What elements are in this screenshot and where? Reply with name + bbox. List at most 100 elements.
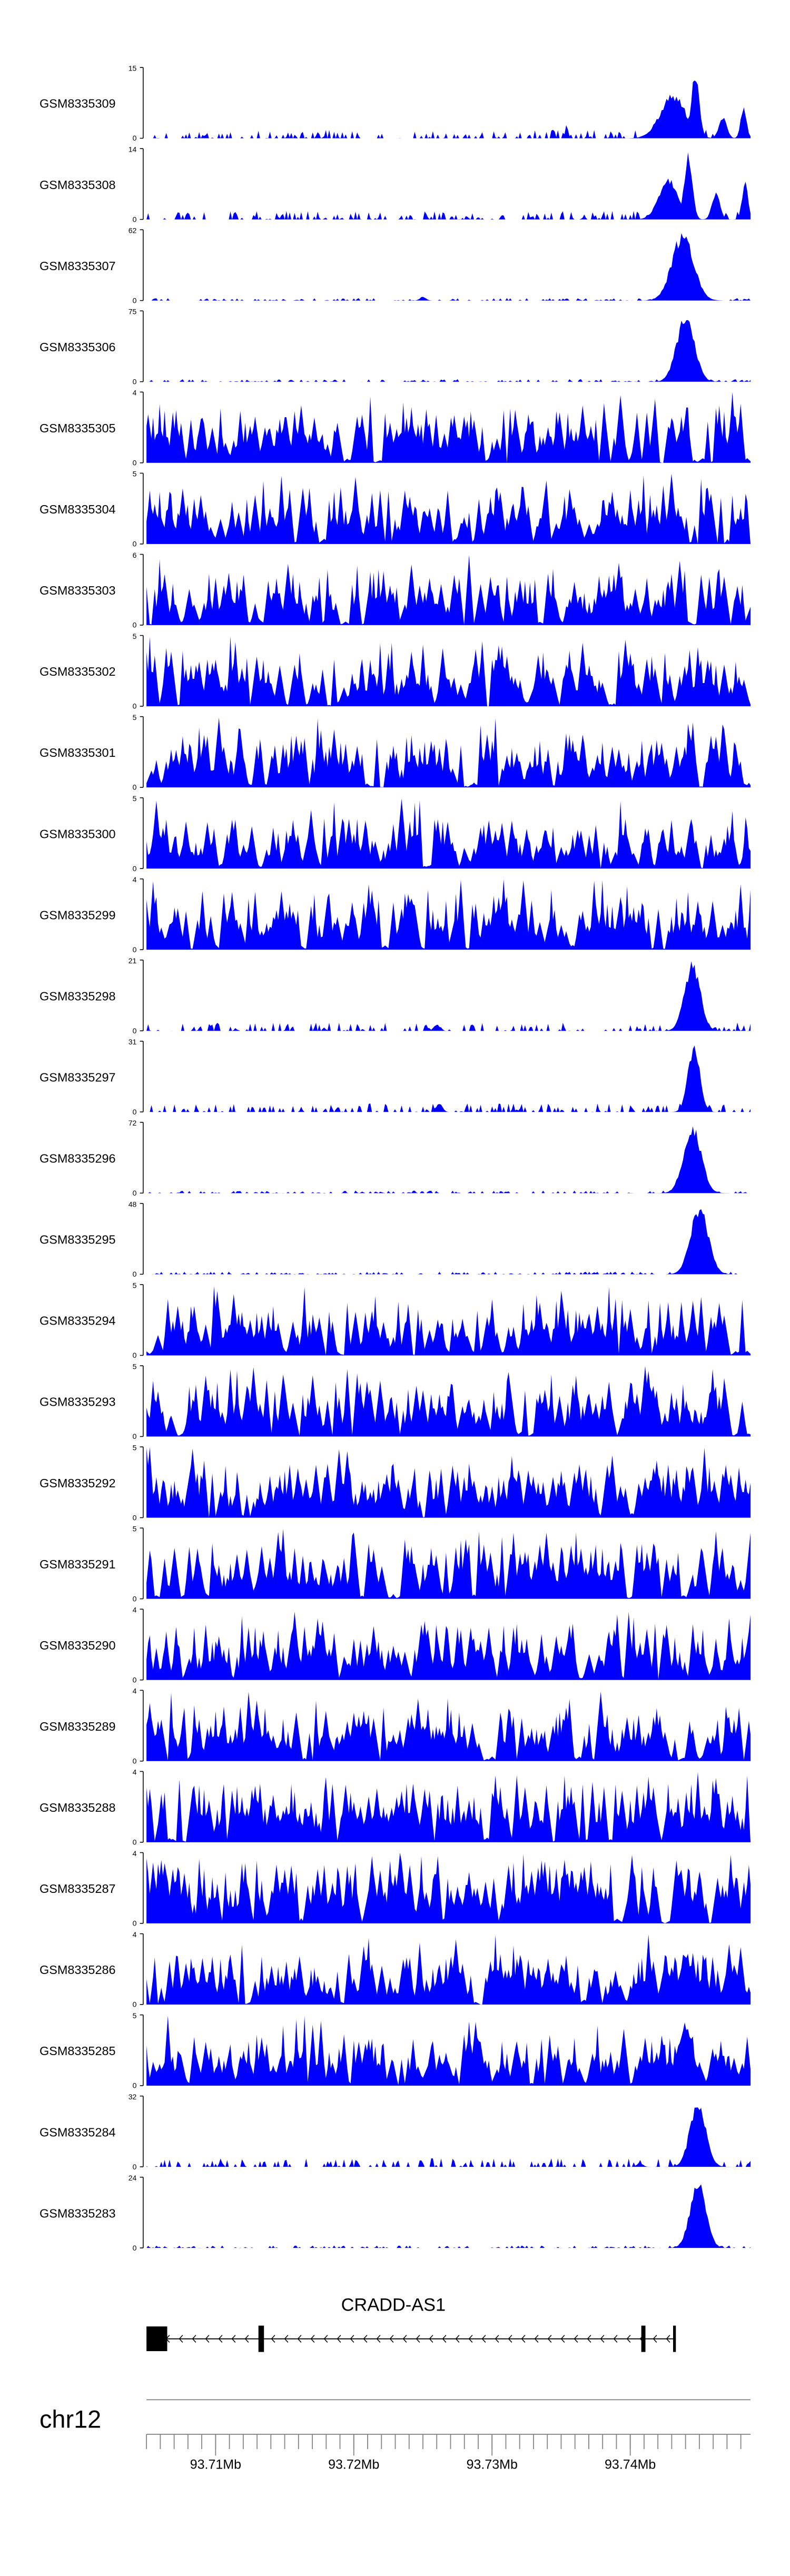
track-GSM8335295: GSM8335295 48 0 — [39, 1200, 750, 1278]
y-min-label: 0 — [133, 458, 137, 467]
track-GSM8335302: GSM8335302 5 0 — [39, 632, 750, 710]
track-GSM8335285: GSM8335285 5 0 — [39, 2011, 750, 2090]
y-min-label: 0 — [133, 621, 137, 629]
track-name-label: GSM8335283 — [39, 2206, 116, 2220]
coverage-area — [146, 1772, 750, 1842]
coverage-area — [146, 799, 750, 868]
y-max-label: 6 — [133, 551, 137, 559]
coverage-area — [146, 961, 750, 1031]
y-max-label: 75 — [129, 308, 137, 316]
exon-block — [146, 2326, 167, 2351]
exon-block — [259, 2326, 264, 2352]
track-name-label: GSM8335299 — [39, 908, 116, 922]
y-max-label: 5 — [133, 1362, 137, 1370]
track-name-label: GSM8335305 — [39, 421, 116, 435]
track-name-label: GSM8335295 — [39, 1233, 116, 1247]
axis-tick-label: 93.73Mb — [467, 2457, 518, 2472]
coverage-area — [146, 152, 750, 219]
y-max-label: 4 — [133, 875, 137, 884]
y-min-label: 0 — [133, 1675, 137, 1684]
track-GSM8335309: GSM8335309 15 0 — [39, 64, 750, 142]
track-name-label: GSM8335285 — [39, 2044, 116, 2058]
coverage-area — [146, 880, 750, 950]
tracks-layer: GSM8335309150GSM8335308140GSM8335307620G… — [39, 64, 750, 2252]
track-GSM8335291: GSM8335291 5 0 — [39, 1525, 750, 1603]
y-min-label: 0 — [133, 2163, 137, 2171]
track-GSM8335307: GSM8335307620 — [39, 226, 750, 305]
track-name-label: GSM8335298 — [39, 989, 116, 1003]
y-max-label: 5 — [133, 794, 137, 803]
track-GSM8335303: GSM8335303 6 0 — [39, 551, 750, 629]
track-name-label: GSM8335296 — [39, 1152, 116, 1166]
gene-model: CRADD-AS1 — [146, 2295, 676, 2352]
exon-block — [641, 2326, 646, 2352]
gene-name-label: CRADD-AS1 — [341, 2295, 446, 2315]
track-GSM8335288: GSM833528840 — [39, 1768, 750, 1847]
track-name-label: GSM8335287 — [39, 1882, 116, 1896]
track-name-label: GSM8335307 — [39, 259, 116, 273]
track-GSM8335305: GSM833530540 — [39, 389, 750, 467]
track-GSM8335292: GSM833529250 — [39, 1443, 750, 1522]
track-GSM8335304: GSM8335304 5 0 — [39, 470, 750, 548]
track-name-label: GSM8335290 — [39, 1639, 116, 1652]
y-min-label: 0 — [133, 1919, 137, 1928]
y-min-label: 0 — [133, 1513, 137, 1522]
y-max-label: 31 — [129, 1038, 137, 1046]
y-min-label: 0 — [133, 1594, 137, 1603]
coverage-area — [146, 555, 750, 625]
track-GSM8335306: GSM8335306750 — [39, 308, 750, 386]
track-GSM8335283: GSM8335283 24 0 — [39, 2174, 750, 2252]
y-min-label: 0 — [133, 1432, 137, 1440]
coverage-area — [146, 2107, 750, 2167]
y-min-label: 0 — [133, 2000, 137, 2009]
track-name-label: GSM8335291 — [39, 1557, 116, 1571]
coverage-area — [146, 1209, 750, 1275]
coverage-area — [146, 320, 750, 382]
coverage-area — [146, 1853, 750, 1923]
coverage-area — [146, 233, 750, 301]
track-name-label: GSM8335309 — [39, 97, 116, 111]
coverage-area — [146, 1529, 750, 1599]
y-min-label: 0 — [133, 296, 137, 304]
track-name-label: GSM8335289 — [39, 1720, 116, 1733]
track-GSM8335297: GSM8335297310 — [39, 1038, 750, 1116]
track-GSM8335296: GSM8335296 72 0 — [39, 1119, 750, 1197]
track-GSM8335286: GSM8335286 4 0 — [39, 1930, 750, 2009]
y-min-label: 0 — [133, 702, 137, 710]
coverage-area — [146, 1692, 750, 1761]
y-max-label: 72 — [129, 1119, 137, 1127]
coverage-area — [146, 717, 750, 787]
coverage-area — [146, 81, 750, 139]
y-min-label: 0 — [133, 1838, 137, 1847]
y-max-label: 5 — [133, 1281, 137, 1289]
track-name-label: GSM8335284 — [39, 2125, 116, 2139]
track-GSM8335300: GSM8335300 5 0 — [39, 794, 750, 873]
y-max-label: 4 — [133, 1930, 137, 1939]
y-min-label: 0 — [133, 1027, 137, 1035]
y-min-label: 0 — [133, 1351, 137, 1359]
y-max-label: 15 — [129, 64, 137, 72]
track-name-label: GSM8335293 — [39, 1395, 116, 1409]
coverage-area — [146, 1612, 750, 1680]
y-max-label: 48 — [129, 1200, 137, 1208]
y-max-label: 5 — [133, 632, 137, 640]
coverage-area — [146, 1447, 750, 1518]
coverage-area — [146, 1366, 750, 1437]
coverage-area — [146, 473, 750, 544]
track-GSM8335298: GSM8335298 21 0 — [39, 956, 750, 1035]
track-name-label: GSM8335304 — [39, 502, 116, 516]
y-min-label: 0 — [133, 2081, 137, 2090]
track-name-label: GSM8335300 — [39, 827, 116, 841]
y-max-label: 32 — [129, 2093, 137, 2101]
track-GSM8335284: GSM8335284 32 0 — [39, 2093, 750, 2171]
track-name-label: GSM8335288 — [39, 1801, 116, 1814]
track-GSM8335308: GSM8335308 14 0 — [39, 145, 750, 223]
axis-tick-label: 93.71Mb — [190, 2457, 241, 2472]
track-GSM8335287: GSM833528740 — [39, 1849, 750, 1928]
y-max-label: 5 — [133, 713, 137, 722]
track-name-label: GSM8335302 — [39, 665, 116, 678]
track-name-label: GSM8335303 — [39, 584, 116, 597]
track-GSM8335294: GSM8335294 5 0 — [39, 1281, 750, 1359]
